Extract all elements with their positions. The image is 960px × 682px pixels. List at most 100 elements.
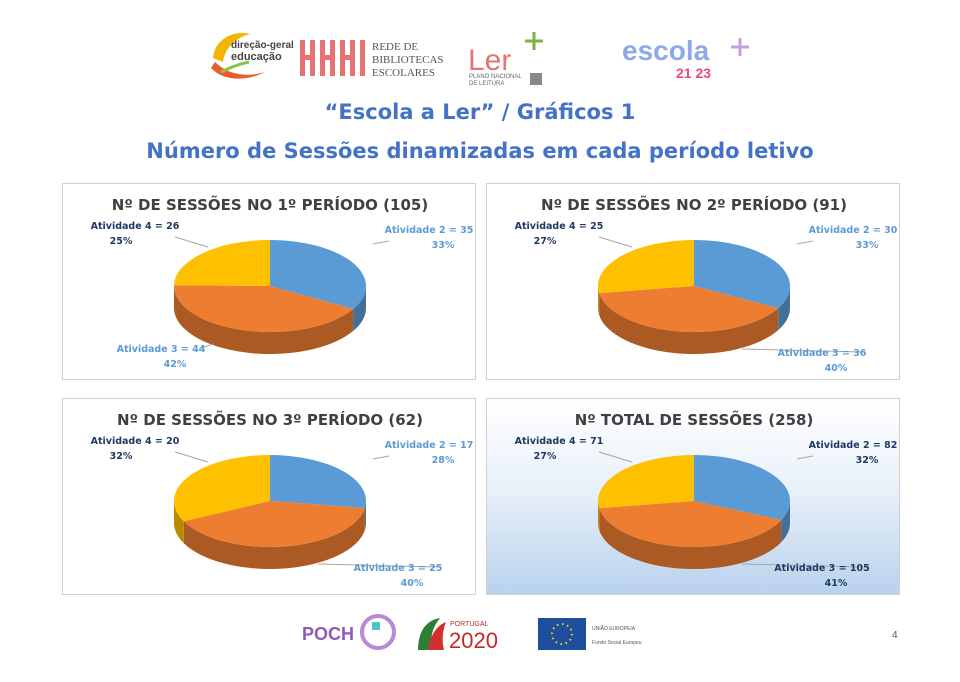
pie-slice-atividade-2	[270, 455, 366, 508]
data-label-value: Atividade 2 = 30	[809, 225, 898, 236]
data-label-value: Atividade 2 = 17	[385, 440, 474, 451]
page-title: “Escola a Ler” / Gráficos 1	[324, 100, 636, 124]
rbe-line3: ESCOLARES	[372, 67, 435, 79]
data-label-value: Atividade 3 = 105	[774, 563, 869, 574]
dge-swoosh-yellow	[213, 33, 250, 62]
pie-chart-period-1: Nº DE SESSÕES NO 1º PERÍODO (105) Ativida…	[91, 195, 474, 370]
pt-green-flag-icon	[418, 618, 440, 650]
poch-head-icon	[360, 614, 396, 650]
page-number: 4	[892, 630, 898, 641]
pie-side-atividade-3	[174, 286, 354, 354]
pt-red-flag-icon	[428, 622, 446, 650]
pie-slice-atividade-2	[270, 240, 366, 309]
pie-chart-period-2: Nº DE SESSÕES NO 2º PERÍODO (91) Atividad…	[515, 195, 898, 374]
leader-line	[796, 455, 814, 460]
data-label-percent: 32%	[856, 455, 879, 466]
eu-stars-icon	[551, 623, 573, 645]
leader-line	[741, 348, 863, 353]
data-label-percent: 33%	[432, 240, 455, 251]
dge-swoosh-green	[220, 60, 250, 74]
pie-slice-atividade-4	[598, 240, 694, 294]
data-label-percent: 40%	[401, 578, 424, 589]
rbe-line2: BIBLIOTECAS	[372, 54, 444, 66]
poch-word: POCH	[302, 624, 354, 644]
chart-panel-period-1: Nº DE SESSÕES NO 1º PERÍODO (105) Ativida…	[62, 183, 476, 380]
leader-line	[741, 563, 863, 568]
pie-side-atividade-2	[353, 286, 366, 331]
data-label-percent: 33%	[856, 240, 879, 251]
pie-sides	[174, 286, 366, 354]
data-label-value: Atividade 3 = 44	[117, 344, 206, 355]
data-label-percent: 40%	[825, 363, 848, 374]
data-label-percent: 28%	[432, 455, 455, 466]
pie-side-atividade-2	[778, 286, 790, 331]
pie-side-atividade-2	[781, 501, 790, 543]
data-label-value: Atividade 3 = 36	[778, 348, 867, 359]
eu-logo: UNIÃO EUROPEIA Fundo Social Europeu	[538, 618, 642, 650]
pie-slice-atividade-4	[173, 455, 270, 522]
leader-line	[372, 455, 390, 460]
poch-piece-icon	[372, 622, 380, 630]
data-label-value: Atividade 4 = 20	[91, 436, 180, 447]
chart-title: Nº DE SESSÕES NO 1º PERÍODO (105)	[112, 195, 428, 214]
data-label-percent: 25%	[110, 236, 133, 247]
ler-sub2: DE LEITURA	[469, 81, 504, 87]
leader-line	[598, 451, 633, 463]
pie-sides	[174, 501, 366, 569]
ler-plus-icon	[525, 32, 543, 50]
eu-line2: Fundo Social Europeu	[592, 640, 642, 646]
escola-logo: escola 21 23	[622, 35, 749, 81]
escola-word: escola	[622, 35, 710, 66]
pie-chart-total: Nº TOTAL DE SESSÕES (258) Atividade 2 = 8…	[515, 410, 898, 589]
pie-sides	[598, 501, 790, 569]
leader-line	[174, 451, 209, 463]
pie-slice-atividade-3	[599, 286, 779, 332]
footer-logos: POCH PORTUGAL 2020 UNIÃO EUROPEIA Fundo …	[0, 612, 960, 657]
pie-slice-atividade-3	[174, 285, 354, 332]
header-logos: direção-geral educação REDE DE BIBLIOTEC…	[0, 28, 960, 88]
data-label-percent: 27%	[534, 236, 557, 247]
data-label-percent: 42%	[164, 359, 187, 370]
pie-side-atividade-2	[364, 501, 366, 530]
pie-slice-atividade-3	[599, 501, 782, 547]
data-label-value: Atividade 3 = 25	[354, 563, 443, 574]
pie-chart-period-3: Nº DE SESSÕES NO 3º PERÍODO (62) Atividad…	[91, 410, 474, 589]
leader-line	[796, 240, 814, 245]
pie-side-atividade-3	[599, 293, 779, 354]
dge-logo: direção-geral educação	[211, 33, 294, 79]
pie-side-atividade-4	[598, 501, 600, 531]
data-label-value: Atividade 2 = 35	[385, 225, 474, 236]
pie-side-atividade-3	[599, 508, 782, 569]
chart-title: Nº DE SESSÕES NO 3º PERÍODO (62)	[117, 410, 423, 429]
pie-sides	[598, 286, 790, 354]
portugal2020-logo: PORTUGAL 2020	[418, 618, 498, 653]
pie-slice-atividade-2	[694, 240, 790, 309]
pie-slice-atividade-2	[694, 455, 790, 521]
data-label-value: Atividade 4 = 71	[515, 436, 604, 447]
leader-line	[317, 563, 439, 568]
data-label-percent: 32%	[110, 451, 133, 462]
data-label-percent: 27%	[534, 451, 557, 462]
leader-line	[372, 240, 390, 245]
page-subtitle: Número de Sessões dinamizadas em cada pe…	[146, 139, 814, 163]
rbe-mark	[300, 40, 365, 76]
data-label-value: Atividade 4 = 25	[515, 221, 604, 232]
pie-slice-atividade-4	[174, 240, 270, 286]
dge-line2: educação	[231, 51, 282, 63]
rbe-line1: REDE DE	[372, 41, 418, 53]
data-label-percent: 41%	[825, 578, 848, 589]
chart-title: Nº TOTAL DE SESSÕES (258)	[575, 410, 814, 429]
leader-line	[174, 236, 209, 248]
chart-panel-total: Nº TOTAL DE SESSÕES (258) Atividade 2 = 8…	[486, 398, 900, 595]
ler-logo: Ler PLANO NACIONAL DE LEITURA	[468, 32, 543, 87]
dge-swoosh-red	[211, 62, 265, 79]
pt-year: 2020	[449, 628, 498, 653]
ler-word: Ler	[468, 44, 511, 77]
pie-slice-atividade-4	[598, 455, 694, 509]
escola-years: 21 23	[676, 65, 711, 81]
rbe-logo: REDE DE BIBLIOTECAS ESCOLARES	[300, 40, 444, 79]
pie-side-atividade-3	[183, 507, 365, 569]
escola-plus-icon	[731, 38, 749, 56]
dge-line1: direção-geral	[231, 40, 294, 51]
data-label-value: Atividade 4 = 26	[91, 221, 180, 232]
